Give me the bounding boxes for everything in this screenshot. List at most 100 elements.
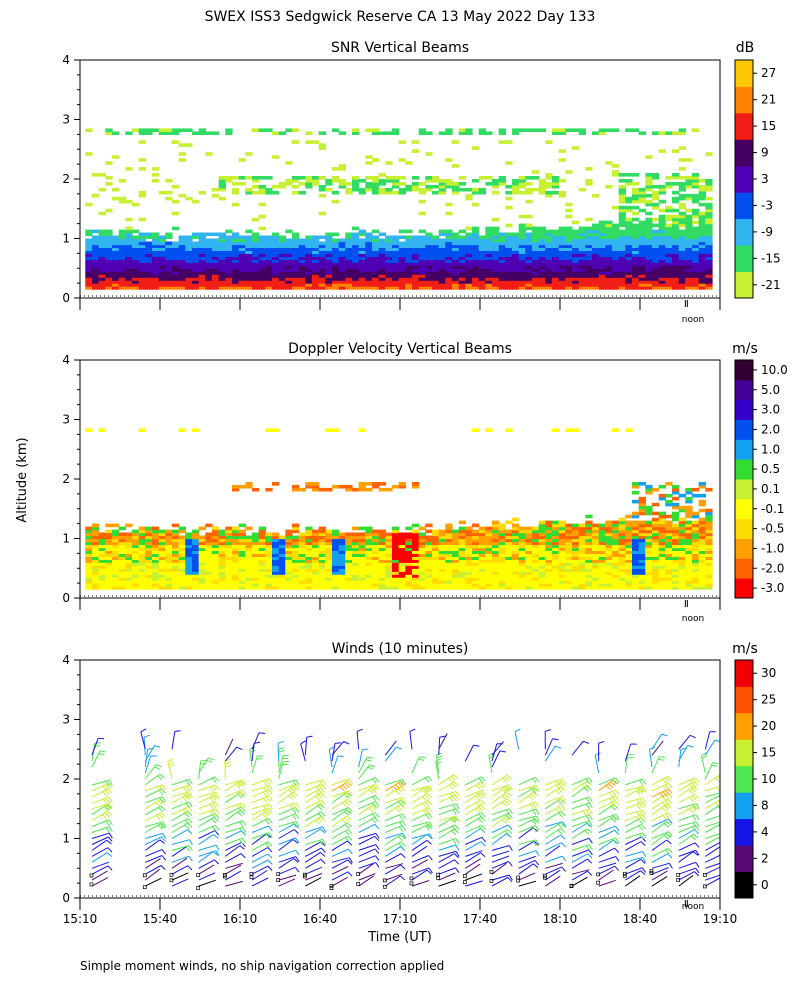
snr-cell <box>312 262 320 266</box>
velocity-cell <box>452 586 460 590</box>
velocity-cell <box>665 556 673 560</box>
velocity-cell <box>138 529 146 534</box>
snr-cell <box>192 286 200 290</box>
velocity-cell <box>545 568 553 572</box>
snr-cell <box>605 241 613 246</box>
snr-cell <box>498 259 506 263</box>
velocity-cell <box>585 577 593 581</box>
velocity-cell <box>185 532 193 537</box>
snr-cell <box>678 247 686 251</box>
snr-cell <box>105 208 113 213</box>
snr-cell <box>672 223 680 228</box>
velocity-cell <box>698 523 706 528</box>
wind-barb-flag <box>268 795 273 802</box>
velocity-cell <box>192 553 200 557</box>
velocity-cell <box>698 556 706 560</box>
velocity-cell <box>485 541 493 546</box>
snr-cell <box>538 283 546 287</box>
snr-cell <box>558 131 566 135</box>
velocity-cell <box>638 523 646 528</box>
snr-cell <box>372 262 380 266</box>
velocity-cell <box>225 562 233 566</box>
snr-cell <box>505 256 513 260</box>
wind-barb <box>278 858 295 869</box>
velocity-cell <box>465 580 473 584</box>
velocity-cell <box>478 538 486 543</box>
velocity-cell <box>412 565 420 569</box>
snr-cell <box>412 271 420 275</box>
velocity-cell <box>692 577 700 581</box>
snr-cell <box>392 271 400 275</box>
snr-cell <box>592 256 600 260</box>
wind-barb <box>171 872 189 881</box>
snr-cell <box>645 217 653 222</box>
snr-cell <box>492 190 500 195</box>
velocity-cell <box>405 526 413 531</box>
velocity-cell <box>232 535 240 540</box>
snr-cell <box>692 173 700 177</box>
snr-cell <box>172 247 180 251</box>
snr-cell <box>552 277 560 281</box>
snr-cell <box>405 271 413 275</box>
calm-marker <box>196 873 201 877</box>
snr-cell <box>285 259 293 263</box>
snr-cell <box>578 259 586 263</box>
snr-cell <box>338 184 346 189</box>
wind-barb-flag <box>320 799 326 805</box>
snr-cell <box>572 271 580 275</box>
snr-cell <box>112 277 120 281</box>
snr-cell <box>172 262 180 266</box>
snr-cell <box>252 250 260 254</box>
velocity-cell <box>372 568 380 572</box>
velocity-cell <box>378 550 386 554</box>
snr-cell <box>378 173 386 177</box>
velocity-cell <box>332 559 340 563</box>
velocity-cell <box>198 571 206 575</box>
velocity-cell <box>612 565 620 569</box>
velocity-cell <box>572 541 580 546</box>
velocity-cell <box>678 583 686 587</box>
velocity-cell <box>478 586 486 590</box>
snr-cell <box>152 232 160 237</box>
velocity-cell <box>465 532 473 537</box>
wind-barb <box>167 761 173 780</box>
snr-cell <box>705 187 713 192</box>
velocity-cell <box>285 532 293 537</box>
snr-cell <box>498 253 506 257</box>
velocity-cell <box>152 532 160 537</box>
velocity-cell <box>85 577 93 581</box>
velocity-cell <box>552 428 560 432</box>
velocity-cell <box>465 550 473 554</box>
velocity-cell <box>205 544 213 549</box>
velocity-cell <box>272 562 280 566</box>
snr-cell <box>672 256 680 260</box>
velocity-cell <box>645 580 653 584</box>
snr-cell <box>405 229 413 234</box>
velocity-cell <box>625 568 633 572</box>
snr-cell <box>425 187 433 192</box>
velocity-cell <box>365 547 373 551</box>
velocity-cell <box>138 556 146 560</box>
wind-barbs <box>89 728 720 890</box>
snr-cell <box>512 268 520 272</box>
velocity-cell <box>265 586 273 590</box>
snr-cell <box>352 241 360 246</box>
velocity-cell <box>612 583 620 587</box>
snr-cell <box>532 250 540 254</box>
snr-cell <box>698 286 706 290</box>
snr-cell <box>232 271 240 275</box>
velocity-cell <box>292 571 300 575</box>
snr-cell <box>572 286 580 290</box>
snr-cell <box>638 208 646 213</box>
snr-cell <box>698 256 706 260</box>
snr-cell <box>225 235 233 240</box>
velocity-cell <box>572 574 580 578</box>
snr-cell <box>152 256 160 260</box>
snr-cell <box>412 238 420 243</box>
velocity-cell <box>525 577 533 581</box>
snr-cell <box>465 232 473 237</box>
snr-cell <box>218 182 226 186</box>
snr-cell <box>305 265 313 269</box>
velocity-cell <box>172 583 180 587</box>
snr-cell <box>445 202 453 207</box>
